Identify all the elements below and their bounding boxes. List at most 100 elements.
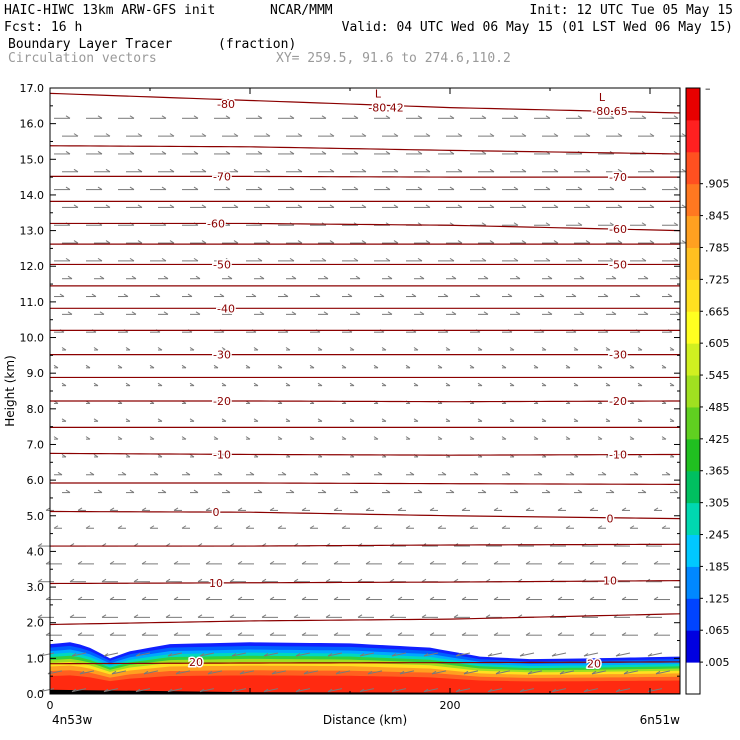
vector-arrow-14 [487,688,503,693]
minimum-value: -80.42 [368,102,403,115]
vector-arrow-634 [510,133,527,137]
contour-label: -10 [213,448,231,461]
contour-label: 20 [587,658,601,671]
vector-arrow-351 [413,382,419,387]
vector-arrow-596 [574,168,591,173]
vector-arrow-540 [62,204,79,208]
vector-arrow-91 [389,614,406,618]
vector-arrow-21 [79,670,95,675]
vector-arrow-483 [150,257,167,262]
vector-arrow-367 [277,364,283,369]
y-tick-label: 12.0 [20,260,45,273]
vector-arrow-392 [445,347,451,351]
vector-arrow-496 [566,257,583,262]
contour-line-20 [49,92,681,114]
x-start-location: 4n53w [52,713,93,727]
vector-arrow-564 [182,186,199,191]
vector-arrow-490 [374,257,391,262]
vector-arrow-32 [431,670,447,675]
vector-arrow-263 [157,454,163,458]
vector-arrow-122 [101,578,118,583]
colorbar-segment [686,119,700,153]
vector-arrow-399 [669,347,675,351]
contour-label: -70 [609,171,627,184]
vector-arrow-427 [286,311,297,315]
colorbar-label: .905 [705,178,730,191]
vector-arrow-197 [597,525,606,529]
vector-arrow-89 [325,614,342,618]
vector-arrow-635 [542,133,559,137]
vector-arrow-211 [397,507,406,511]
vector-arrow-219 [653,507,662,511]
vector-arrow-432 [446,311,457,315]
vector-arrow-2 [103,688,119,693]
vector-arrow-42 [103,652,119,657]
vector-arrow-198 [629,525,638,529]
vector-arrow-655 [534,115,551,119]
vector-arrow-69 [333,632,350,636]
vector-arrow-394 [509,347,515,351]
vector-arrow-435 [542,311,553,315]
vector-arrow-422 [126,311,137,315]
vector-arrow-347 [285,382,291,387]
vector-arrow-182 [117,525,126,529]
vector-arrow-379 [661,364,667,369]
vector-arrow-212 [429,507,438,511]
x-end-location: 6n51w [640,713,681,727]
vector-arrow-592 [446,168,463,173]
vector-arrow-119 [653,596,670,601]
vector-arrow-281 [85,436,91,440]
vector-arrow-576 [566,186,583,191]
vector-arrow-463 [158,275,169,280]
vector-arrow-28 [303,670,319,675]
vector-arrow-12 [423,688,439,693]
vector-arrow-288 [309,436,315,440]
colorbar-label: .065 [705,624,730,637]
vector-arrow-553 [478,204,495,208]
vector-arrow-376 [565,364,571,369]
vector-arrow-289 [341,436,347,440]
vector-arrow-456 [566,293,577,298]
vector-arrow-586 [254,168,271,173]
vector-arrow-297 [597,436,603,440]
vector-arrow-514 [510,240,527,244]
vector-arrow-27 [271,670,287,675]
vector-arrow-105 [205,596,222,601]
vector-arrow-350 [381,382,387,387]
contour-label: -30 [213,349,231,362]
vector-arrow-132 [421,578,438,583]
cross-section-coords: XY= 259.5, 91.6 to 274.6,110.2 [276,51,511,66]
vector-arrow-579 [662,186,679,191]
colorbar-label: .485 [705,401,730,414]
vector-arrow-650 [374,115,391,119]
vector-arrow-440 [54,293,65,298]
vector-arrow-46 [231,652,247,657]
contour-line-0 [49,661,681,665]
vector-arrow-584 [190,168,207,173]
vector-arrow-503 [158,240,175,244]
vector-arrow-36 [559,670,575,675]
vector-arrow-319 [669,418,675,422]
colorbar-label: .125 [705,592,730,605]
terrain [50,689,680,694]
contour-line-4 [49,510,681,520]
vector-arrow-112 [429,596,446,601]
vector-arrow-304 [189,418,195,422]
vector-arrow-501 [94,240,111,244]
contour-line-3 [50,543,681,547]
vector-arrow-283 [149,436,155,440]
vector-arrow-209 [333,507,342,511]
vector-arrow-43 [135,652,151,657]
vector-arrow-545 [222,204,239,208]
vector-arrow-657 [598,115,615,119]
vector-arrow-74 [493,632,510,636]
vector-arrow-468 [318,275,329,280]
y-tick-label: 2.0 [27,617,45,630]
vector-arrow-507 [286,240,303,244]
vector-arrow-243 [150,471,159,476]
vector-arrow-249 [342,471,351,476]
vector-arrow-539 [662,222,679,226]
vector-arrow-512 [446,240,463,244]
vector-arrow-538 [630,222,647,226]
vector-arrow-15 [519,688,535,693]
